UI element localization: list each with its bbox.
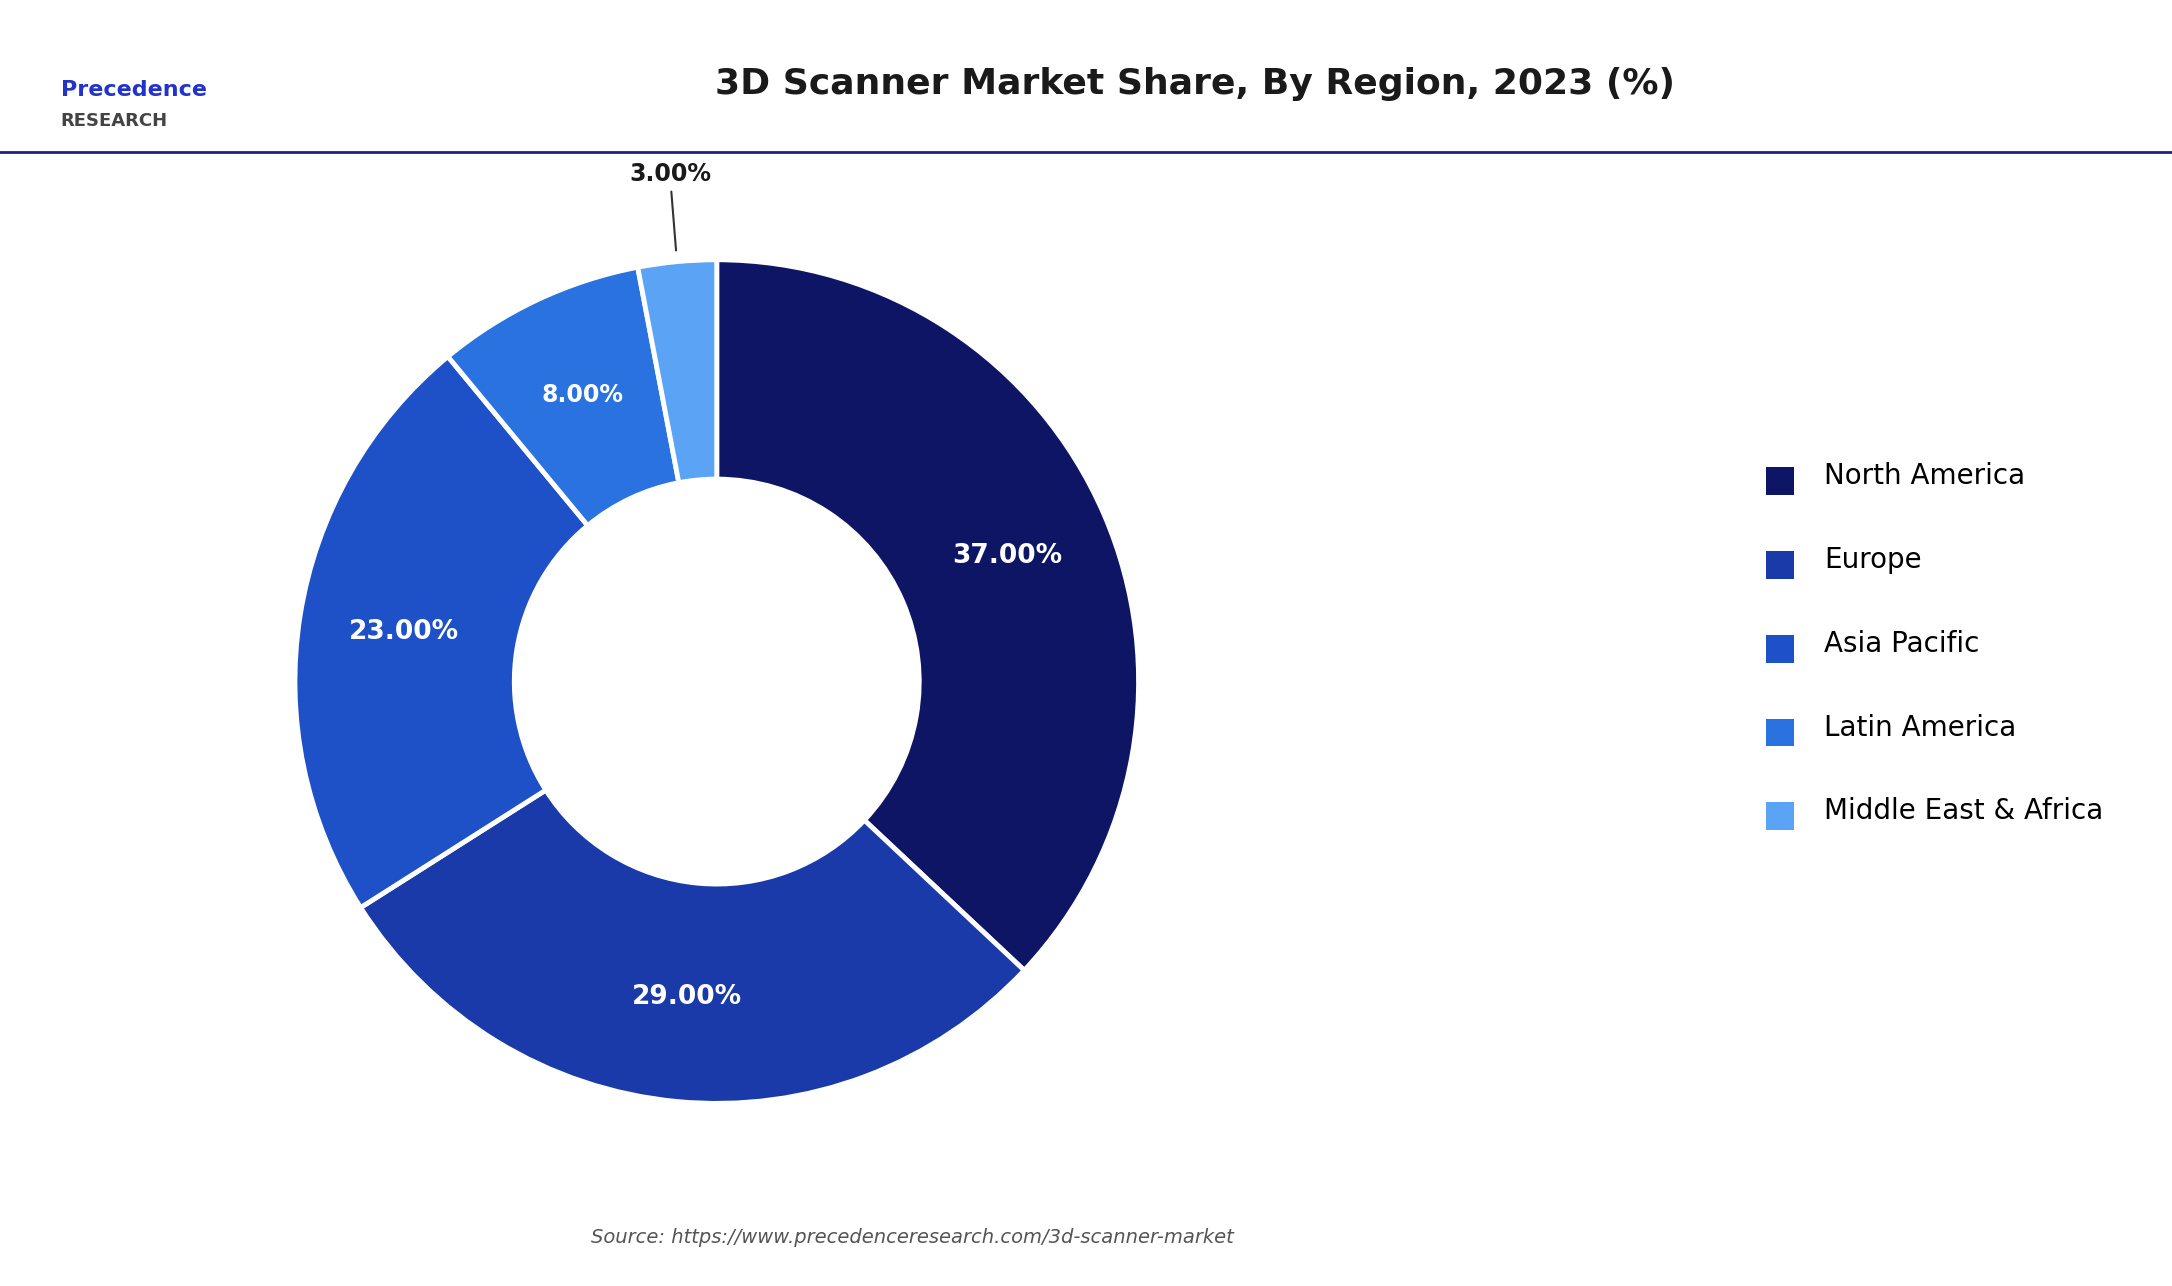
Text: 23.00%: 23.00%: [350, 619, 458, 646]
Text: 29.00%: 29.00%: [632, 984, 743, 1010]
Wedge shape: [361, 790, 1025, 1103]
Text: RESEARCH: RESEARCH: [61, 112, 167, 130]
Text: 8.00%: 8.00%: [541, 383, 623, 408]
Text: Source: https://www.precedenceresearch.com/3d-scanner-market: Source: https://www.precedenceresearch.c…: [591, 1228, 1234, 1246]
Wedge shape: [447, 267, 680, 526]
Legend: North America, Europe, Asia Pacific, Latin America, Middle East & Africa: North America, Europe, Asia Pacific, Lat…: [1744, 433, 2126, 853]
Wedge shape: [639, 260, 717, 482]
Text: Precedence: Precedence: [61, 80, 206, 100]
Text: 3D Scanner Market Share, By Region, 2023 (%): 3D Scanner Market Share, By Region, 2023…: [715, 67, 1675, 100]
Text: 3.00%: 3.00%: [630, 162, 710, 251]
Wedge shape: [295, 356, 589, 908]
Wedge shape: [717, 260, 1138, 971]
Text: 37.00%: 37.00%: [951, 543, 1062, 568]
